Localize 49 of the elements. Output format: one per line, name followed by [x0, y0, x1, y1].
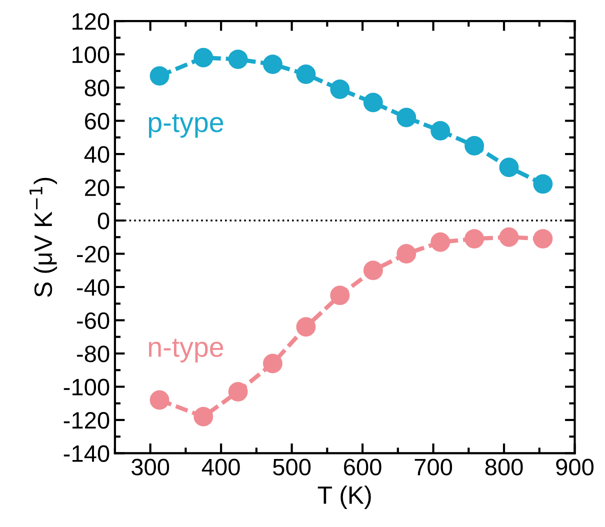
- y-tick-label: 0: [98, 212, 110, 230]
- point: [262, 54, 282, 74]
- y-tick-label: -140: [64, 445, 110, 462]
- point: [296, 317, 316, 337]
- y-axis-title: S (μV K$^{−1}$): [30, 178, 58, 297]
- point: [228, 50, 248, 70]
- y-tick-label: -100: [64, 378, 110, 396]
- point: [533, 174, 553, 194]
- y-tick-label: -60: [77, 312, 110, 330]
- point: [499, 227, 519, 247]
- point: [499, 158, 519, 178]
- point: [150, 66, 170, 86]
- point: [262, 354, 282, 374]
- x-tick-label: 900: [556, 458, 594, 476]
- y-tick-label: 20: [85, 179, 110, 196]
- y-tick-label: -20: [77, 246, 110, 263]
- series-label: n-type: [148, 338, 224, 362]
- point: [194, 48, 214, 68]
- y-tick-label: 60: [85, 112, 110, 130]
- x-tick-label: 600: [344, 458, 382, 476]
- y-tick-label: 120: [72, 13, 110, 30]
- point: [396, 244, 416, 264]
- point: [430, 121, 450, 140]
- y-tick-label: 100: [72, 46, 110, 64]
- y-tick-label: 80: [84, 80, 110, 96]
- point: [228, 382, 248, 402]
- point: [533, 229, 553, 249]
- point: [363, 260, 383, 280]
- point: [464, 229, 484, 249]
- y-tick-label: -120: [64, 412, 110, 429]
- point: [194, 406, 214, 426]
- x-axis-title: T (K): [318, 486, 371, 509]
- point: [150, 390, 170, 410]
- point: [330, 80, 350, 99]
- x-tick-label: 800: [485, 458, 523, 476]
- y-tick-label: -80: [77, 346, 110, 362]
- point: [330, 286, 350, 306]
- point: [296, 64, 316, 84]
- series-label: p-type: [148, 114, 224, 138]
- point: [464, 136, 484, 156]
- x-tick-label: 500: [273, 458, 311, 476]
- x-tick-label: 300: [132, 458, 170, 476]
- x-tick-label: 400: [202, 458, 240, 476]
- x-tick-label: 700: [414, 458, 452, 476]
- point: [430, 232, 450, 252]
- y-tick-label: -40: [77, 279, 110, 296]
- point: [363, 92, 383, 112]
- y-tick-label: 40: [84, 146, 110, 163]
- point: [396, 108, 416, 128]
